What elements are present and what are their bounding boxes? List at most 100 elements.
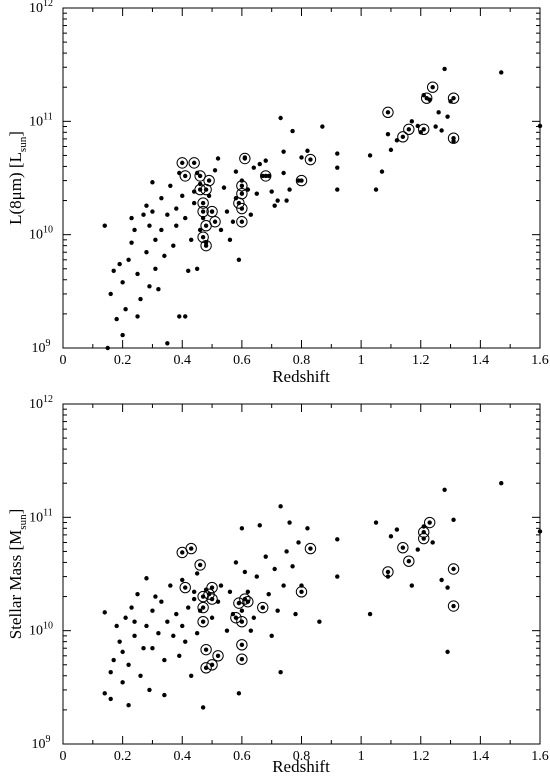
data-point	[200, 705, 206, 710]
data-point	[212, 168, 218, 173]
data-point	[284, 198, 289, 203]
circled-point-ring	[236, 216, 248, 228]
data-point	[144, 623, 149, 629]
data-point	[227, 237, 233, 243]
circled-point	[239, 642, 245, 648]
circled-point-ring	[257, 601, 269, 614]
data-point	[188, 673, 194, 678]
data-point	[218, 227, 224, 233]
y-tick-label: 1010	[29, 621, 53, 639]
x-tick-label: 1.6	[531, 749, 549, 764]
circled-point	[451, 95, 456, 101]
circled-point-ring	[194, 170, 206, 182]
data-point	[159, 599, 164, 604]
x-tick-label: 0	[60, 749, 67, 764]
data-point	[209, 615, 215, 620]
points-group	[102, 66, 543, 351]
data-point	[138, 673, 143, 678]
data-point	[239, 608, 245, 613]
circled-point	[451, 566, 456, 572]
data-point	[257, 523, 262, 528]
data-point	[290, 128, 295, 134]
circled-point-ring	[206, 205, 218, 218]
y-axis-title-subscript: sun	[17, 136, 29, 152]
x-tick-label: 0.8	[293, 353, 311, 368]
circled-point-ring	[212, 650, 224, 662]
data-point	[147, 284, 152, 289]
y-tick-label: 1012	[29, 0, 53, 16]
plot-frame	[62, 7, 541, 349]
x-tick-label: 0.6	[233, 749, 251, 764]
circled-point-ring	[179, 170, 191, 182]
data-point	[186, 605, 191, 610]
circled-point	[239, 657, 245, 662]
y-axis-title: Stellar Mass [Msun]	[6, 509, 29, 640]
data-point	[379, 169, 385, 174]
data-point	[236, 691, 242, 696]
data-point	[126, 257, 131, 263]
data-point	[409, 583, 415, 588]
data-point	[120, 332, 125, 338]
y-tick-base: 10	[29, 228, 43, 243]
data-point	[135, 271, 140, 277]
circled-point-ring	[239, 152, 251, 165]
data-point	[162, 253, 167, 259]
data-point	[105, 345, 110, 351]
data-point	[194, 571, 200, 576]
x-tick-label: 0	[60, 353, 67, 368]
data-point	[281, 170, 286, 176]
y-tick-exponent: 12	[43, 0, 53, 9]
data-point	[102, 223, 107, 228]
circled-point-ring	[397, 131, 409, 143]
data-point	[421, 93, 426, 98]
data-point	[335, 151, 340, 156]
y-tick-exponent: 11	[43, 507, 53, 518]
circled-point	[299, 178, 304, 183]
data-point	[159, 195, 164, 201]
y-tick-exponent: 10	[43, 225, 53, 236]
y-tick-base: 10	[29, 114, 43, 129]
data-point	[111, 268, 116, 273]
data-point	[221, 185, 227, 190]
data-point	[144, 576, 149, 581]
data-point	[448, 99, 453, 104]
data-point	[135, 591, 140, 597]
circled-point-ring	[236, 187, 248, 200]
data-point	[141, 212, 146, 217]
x-tick-label: 0.2	[114, 353, 132, 368]
data-point	[287, 520, 292, 525]
x-axis-title: Redshift	[272, 757, 330, 776]
data-point	[385, 574, 391, 579]
circled-point	[203, 243, 209, 248]
data-point	[174, 206, 179, 211]
circled-point-ring	[200, 239, 212, 252]
circled-point-ring	[236, 202, 248, 215]
data-point	[123, 306, 128, 312]
data-point	[120, 280, 125, 285]
data-point	[278, 670, 283, 675]
x-tick-label: 1.4	[472, 353, 490, 368]
data-point	[117, 639, 122, 644]
data-point	[129, 215, 134, 221]
data-point	[248, 212, 254, 217]
circled-point-ring	[447, 92, 460, 104]
data-point	[335, 574, 340, 579]
circled-point-ring	[197, 197, 209, 209]
circled-point	[421, 529, 426, 535]
data-point	[439, 128, 444, 133]
data-point	[272, 203, 277, 208]
circled-point-ring	[188, 157, 200, 169]
circled-point	[197, 187, 203, 192]
data-point	[120, 680, 125, 685]
circled-point	[191, 160, 197, 166]
circled-point	[308, 546, 313, 551]
data-point	[245, 589, 251, 595]
circled-point-ring	[209, 216, 221, 228]
y-tick-label: 1010	[29, 225, 53, 243]
data-point	[168, 183, 173, 188]
circled-point-ring	[236, 180, 248, 192]
x-tick-label: 0.2	[114, 749, 132, 764]
